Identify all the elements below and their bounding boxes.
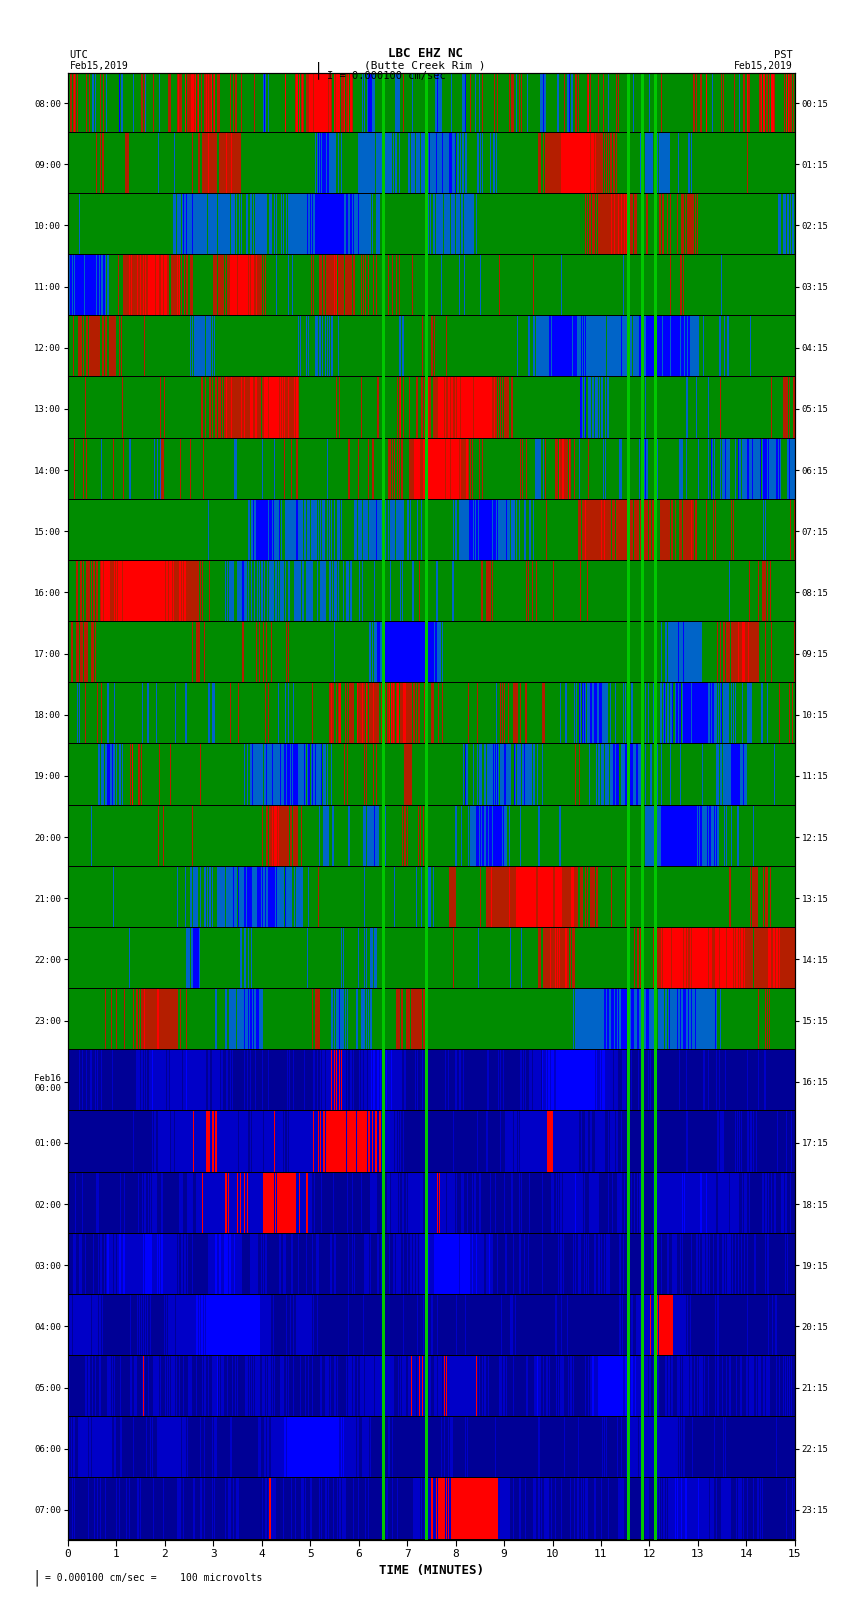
Text: │: │ xyxy=(314,61,323,79)
Text: Feb15,2019: Feb15,2019 xyxy=(734,61,793,71)
Text: LBC EHZ NC: LBC EHZ NC xyxy=(388,47,462,60)
Text: = 0.000100 cm/sec =    100 microvolts: = 0.000100 cm/sec = 100 microvolts xyxy=(45,1573,263,1582)
Text: (Butte Creek Rim ): (Butte Creek Rim ) xyxy=(365,61,485,71)
Text: I = 0.000100 cm/sec: I = 0.000100 cm/sec xyxy=(327,71,446,81)
Text: │: │ xyxy=(32,1569,41,1586)
Text: UTC: UTC xyxy=(70,50,88,60)
Text: PST: PST xyxy=(774,50,793,60)
Text: Feb15,2019: Feb15,2019 xyxy=(70,61,128,71)
X-axis label: TIME (MINUTES): TIME (MINUTES) xyxy=(379,1565,484,1578)
